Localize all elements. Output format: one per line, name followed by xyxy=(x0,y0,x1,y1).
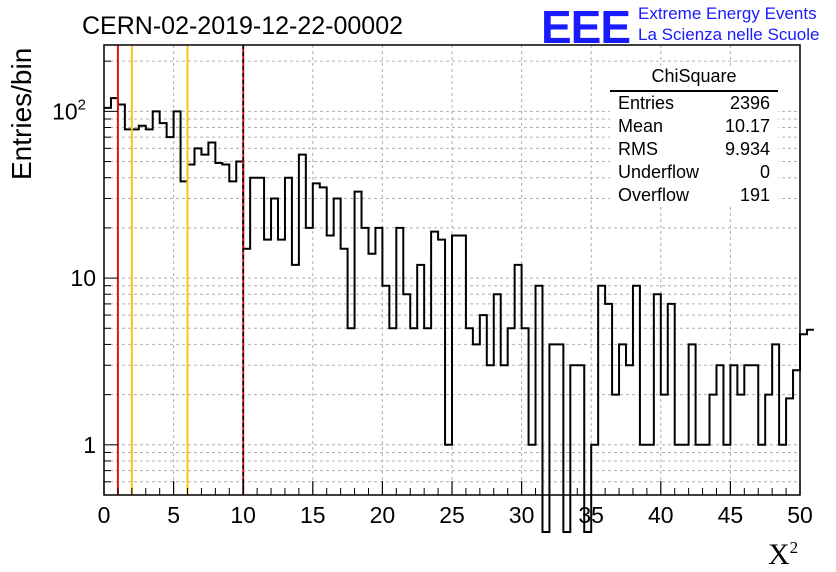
stats-label: RMS xyxy=(618,139,658,159)
chart-title: CERN-02-2019-12-22-00002 xyxy=(82,12,404,40)
y-tick-label: 1 xyxy=(83,432,96,458)
stats-label: Overflow xyxy=(618,185,690,205)
axes-ticks xyxy=(103,60,801,496)
eee-logo: EEE xyxy=(541,1,631,53)
stats-row-entries: Entries 2396 xyxy=(610,92,778,115)
x-tick-label: 25 xyxy=(439,502,465,528)
x-tick-labels: 0 5 10 15 20 25 30 35 40 45 50 xyxy=(98,502,813,528)
stats-row-mean: Mean 10.17 xyxy=(610,115,778,138)
histogram-bars xyxy=(104,97,814,533)
stats-label: Mean xyxy=(618,116,664,136)
histogram-outline xyxy=(104,97,814,533)
y-axis-label: Entries/bin xyxy=(6,47,37,180)
x-tick-label: 20 xyxy=(370,502,396,528)
stats-box: ChiSquare Entries 2396 Mean 10.17 RMS 9.… xyxy=(610,66,778,207)
x-tick-label: 30 xyxy=(509,502,535,528)
x-tick-label: 15 xyxy=(300,502,326,528)
threshold-lines xyxy=(116,45,245,495)
stats-value: 9.934 xyxy=(724,139,770,159)
stats-row-rms: RMS 9.934 xyxy=(610,138,778,161)
x-tick-label: 0 xyxy=(98,502,111,528)
stats-label: Entries xyxy=(618,93,675,113)
logo-subtitle-1: Extreme Energy Events xyxy=(638,4,817,23)
x-axis-label-exponent: 2 xyxy=(789,538,799,557)
x-axis-label-base: X xyxy=(768,538,790,571)
y-tick-labels: 1 10 102 xyxy=(52,96,96,457)
x-tick-label: 45 xyxy=(718,502,744,528)
y-tick-label: 10 xyxy=(70,265,96,291)
stats-value: 10.17 xyxy=(724,116,770,136)
stats-value: 2396 xyxy=(729,93,770,113)
stats-value: 191 xyxy=(739,185,770,205)
x-tick-label: 10 xyxy=(230,502,256,528)
x-tick-label: 5 xyxy=(167,502,180,528)
stats-title: ChiSquare xyxy=(610,66,778,92)
stats-row-underflow: Underflow 0 xyxy=(610,161,778,184)
x-tick-label: 50 xyxy=(787,502,813,528)
stats-row-overflow: Overflow 191 xyxy=(610,184,778,207)
logo-subtitle-2: La Scienza nelle Scuole xyxy=(638,25,820,44)
y-tick-label: 102 xyxy=(52,96,86,124)
stats-value: 0 xyxy=(759,162,770,182)
x-axis-label: X2 xyxy=(768,538,798,572)
x-tick-label: 35 xyxy=(578,502,604,528)
stats-label: Underflow xyxy=(618,162,700,182)
x-tick-label: 40 xyxy=(648,502,674,528)
